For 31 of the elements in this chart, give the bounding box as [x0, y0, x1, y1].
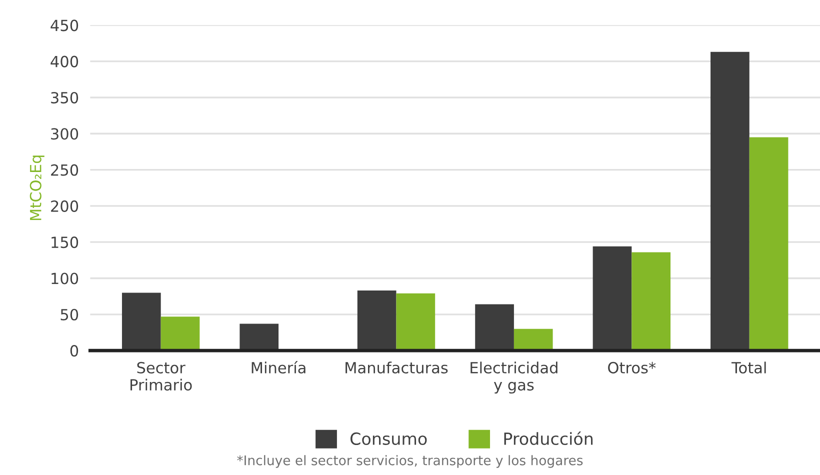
legend-label: Consumo — [350, 432, 427, 446]
x-tick-label: Electricidad y gas — [470, 362, 558, 394]
bar — [160, 316, 200, 351]
bar — [514, 328, 553, 351]
y-tick-label: 300 — [51, 128, 78, 140]
y-tick-label: 150 — [52, 236, 78, 248]
x-tick-label: Otros* — [608, 362, 656, 374]
y-tick-label: 250 — [51, 164, 78, 176]
y-tick-label: 0 — [70, 345, 78, 357]
x-tick-label: Sector Primario — [130, 362, 192, 391]
bar — [475, 304, 514, 351]
x-tick-label: Total — [731, 362, 766, 374]
y-tick-label: 400 — [50, 56, 78, 68]
bar — [357, 290, 396, 351]
bar — [632, 252, 671, 351]
x-tick-label: Manufacturas — [346, 362, 448, 374]
bar — [240, 324, 279, 351]
y-axis-title: MtCO₂Eq — [30, 156, 44, 220]
y-tick-label: 350 — [51, 92, 78, 104]
y-tick-label: 50 — [60, 308, 78, 320]
y-tick-label: 200 — [51, 200, 78, 212]
y-tick-label: 100 — [52, 272, 78, 284]
bar — [592, 246, 632, 351]
bar — [396, 293, 436, 351]
y-tick-label: 450 — [50, 20, 78, 32]
legend-label: Producción — [504, 431, 593, 446]
bar — [710, 52, 750, 351]
text: *Incluye el sector servicios, transporte y los hogares — [237, 455, 583, 468]
bar — [749, 137, 788, 351]
bar — [122, 292, 161, 351]
x-tick-label: Minería — [252, 361, 306, 374]
